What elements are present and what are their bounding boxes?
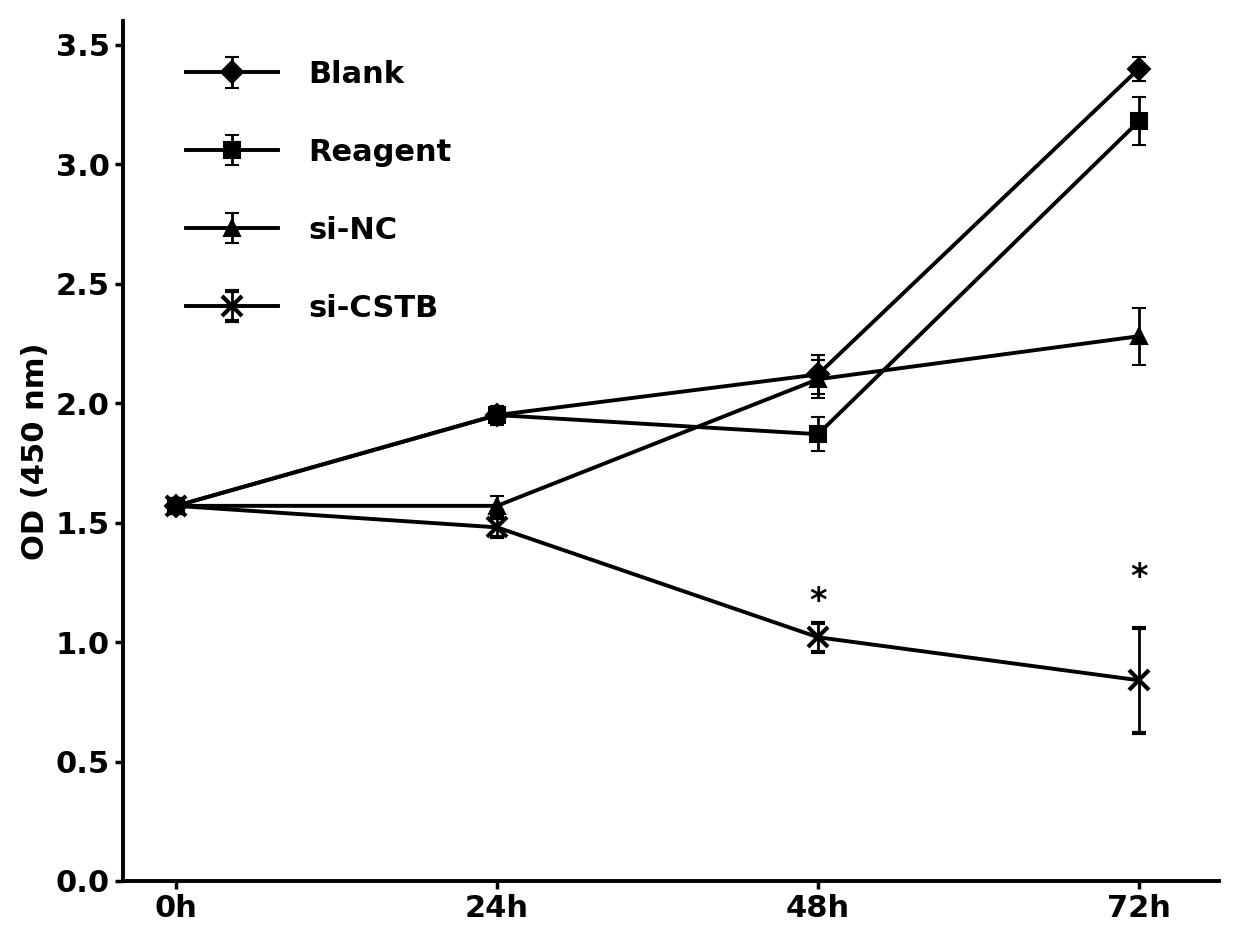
Text: *: * <box>1130 562 1148 595</box>
Text: *: * <box>810 585 827 618</box>
Legend: Blank, Reagent, si-NC, si-CSTB: Blank, Reagent, si-NC, si-CSTB <box>171 44 467 338</box>
Y-axis label: OD (450 nm): OD (450 nm) <box>21 342 50 560</box>
